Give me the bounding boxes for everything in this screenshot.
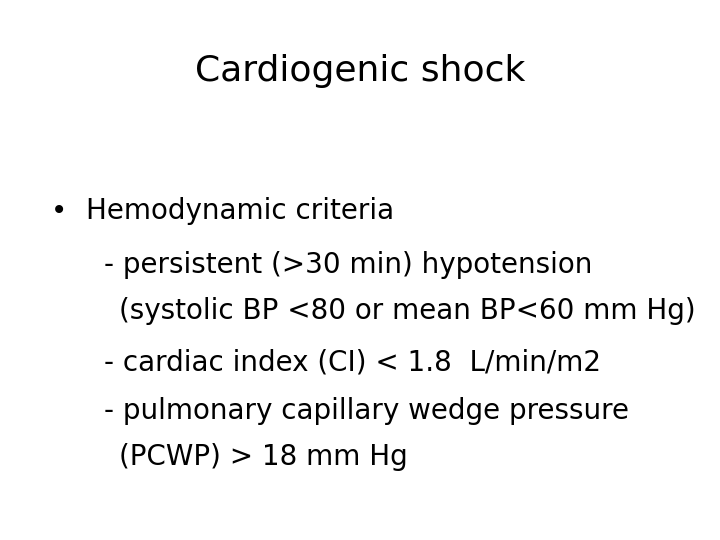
Text: (PCWP) > 18 mm Hg: (PCWP) > 18 mm Hg <box>119 443 408 471</box>
Text: Cardiogenic shock: Cardiogenic shock <box>195 54 525 88</box>
Text: - persistent (>30 min) hypotension: - persistent (>30 min) hypotension <box>104 251 593 279</box>
Text: - cardiac index (CI) < 1.8  L/min/m2: - cardiac index (CI) < 1.8 L/min/m2 <box>104 348 601 376</box>
Text: Hemodynamic criteria: Hemodynamic criteria <box>86 197 395 225</box>
Text: - pulmonary capillary wedge pressure: - pulmonary capillary wedge pressure <box>104 397 629 425</box>
Text: (systolic BP <80 or mean BP<60 mm Hg): (systolic BP <80 or mean BP<60 mm Hg) <box>119 297 696 325</box>
Text: •: • <box>50 197 67 225</box>
